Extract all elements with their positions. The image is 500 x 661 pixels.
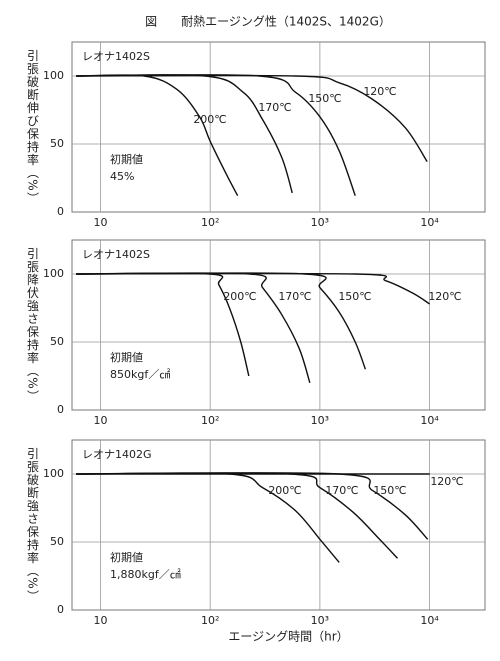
series-label: 150℃ (373, 484, 406, 497)
panel-title: レオナ1402G (82, 448, 152, 461)
x-tick-label: 10² (201, 614, 219, 627)
x-tick-label: 10³ (311, 216, 329, 229)
initial-value: 45% (110, 170, 134, 183)
x-tick-label: 10⁴ (420, 614, 439, 627)
figure-title: 図 耐熱エージング性（1402S、1402G） (145, 15, 391, 29)
y-axis-label: 引張降伏強さ保持率（%） (26, 247, 40, 403)
series-label: 120℃ (428, 290, 461, 303)
curve (76, 74, 293, 194)
y-tick-label: 100 (43, 267, 64, 280)
initial-value: 1,880kgf／㎠ (110, 568, 181, 581)
plot-frame (71, 41, 486, 213)
x-tick-label: 10⁴ (420, 216, 439, 229)
x-tick-label: 10² (201, 414, 219, 427)
initial-label: 初期値 (110, 350, 143, 364)
series-label: 170℃ (258, 101, 291, 114)
y-axis-label: 引張破断伸び保持率（%） (26, 49, 40, 205)
y-tick-label: 50 (50, 137, 64, 150)
series-label: 120℃ (430, 475, 463, 488)
x-tick-label: 10⁴ (420, 414, 439, 427)
series-label: 150℃ (338, 290, 371, 303)
x-tick-label: 10³ (311, 614, 329, 627)
series-label: 200℃ (193, 113, 226, 126)
y-tick-label: 50 (50, 535, 64, 548)
x-tick-label: 10 (93, 614, 107, 627)
curve (76, 272, 311, 384)
series-label: 200℃ (223, 290, 256, 303)
curve (76, 74, 428, 163)
y-tick-label: 0 (57, 205, 64, 218)
panel-title: レオナ1402S (82, 248, 150, 261)
series-label: 150℃ (308, 92, 341, 105)
series-label: 120℃ (363, 85, 396, 98)
y-tick-label: 50 (50, 335, 64, 348)
y-tick-label: 100 (43, 467, 64, 480)
x-tick-label: 10 (93, 216, 107, 229)
x-tick-label: 10³ (311, 414, 329, 427)
curve (76, 272, 250, 377)
x-axis-label: エージング時間（hr） (228, 630, 348, 644)
initial-label: 初期値 (110, 550, 143, 564)
plot-frame (71, 439, 486, 611)
initial-label: 初期値 (110, 152, 143, 166)
x-tick-label: 10 (93, 414, 107, 427)
y-axis-label: 引張破断強さ保持率（%） (26, 447, 40, 603)
y-tick-label: 0 (57, 403, 64, 416)
series-label: 170℃ (325, 484, 358, 497)
initial-value: 850kgf／㎠ (110, 368, 170, 381)
plot-frame (71, 239, 486, 411)
curve (76, 472, 429, 540)
series-label: 170℃ (278, 290, 311, 303)
curve (76, 272, 430, 305)
x-tick-label: 10² (201, 216, 219, 229)
curve (76, 74, 356, 196)
y-tick-label: 0 (57, 603, 64, 616)
y-tick-label: 100 (43, 69, 64, 82)
panel-title: レオナ1402S (82, 50, 150, 63)
series-label: 200℃ (268, 484, 301, 497)
